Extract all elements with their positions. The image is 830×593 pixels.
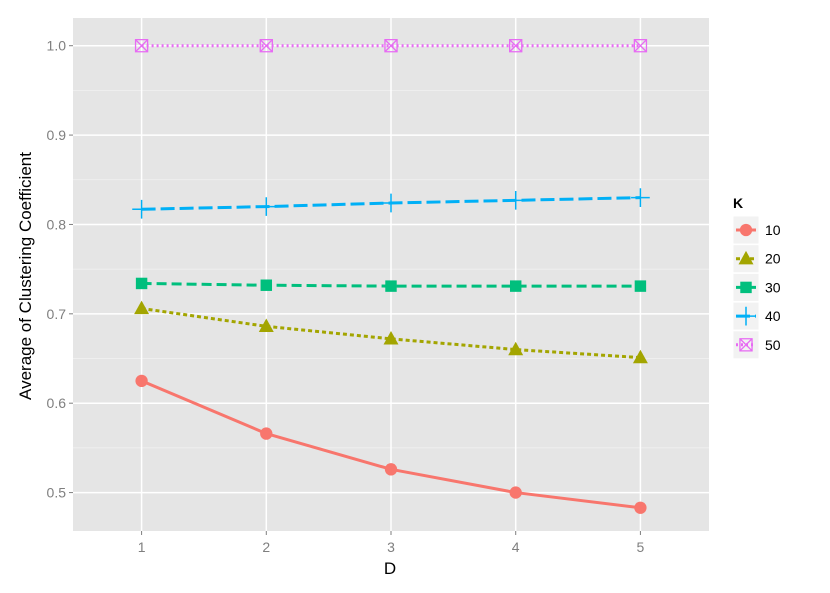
data-point-k40 [132,199,151,219]
data-point-k50 [633,39,648,53]
data-point-k30 [634,280,647,292]
data-point-k10 [509,486,522,499]
axes: 0.5 0.6 0.7 0.8 0.9 1.0 1 2 3 4 5 [47,38,645,555]
legend-key-marker [736,306,756,326]
legend-label-k10: 10 [765,222,781,238]
data-point-k40 [256,197,276,216]
data-point-k40 [381,193,401,213]
x-tick-label: 5 [637,539,645,555]
data-point-k40 [506,190,526,210]
data-point-k20 [508,341,524,356]
series-k10 [135,374,647,514]
y-tick-label: 0.9 [47,127,67,143]
legend-label-k20: 20 [765,251,781,267]
data-point-k30 [509,280,522,292]
legend-key-marker [738,250,754,265]
data-point-k50 [384,39,398,53]
x-tick-label: 3 [387,539,395,555]
data-point-k30 [385,280,397,292]
series-k50 [134,39,648,53]
x-axis-title: D [384,559,396,578]
legend-item-k20: 20 [732,244,781,274]
y-tick-label: 1.0 [47,38,67,54]
data-point-k40 [631,188,650,207]
legend-item-k50: 50 [732,330,781,360]
data-point-k50 [259,39,273,53]
data-point-k10 [634,501,647,514]
plot-panel [73,18,709,531]
data-point-k30 [135,277,148,290]
series-k40 [132,188,650,219]
legend-key-marker [739,338,753,352]
y-tick-label: 0.7 [47,306,67,322]
legend-item-k40: 40 [732,301,781,331]
x-tick-label: 4 [512,539,520,555]
data-point-k50 [509,39,523,53]
y-tick-label: 0.5 [47,485,67,501]
data-point-k10 [384,463,398,476]
legend-label-k40: 40 [765,308,781,324]
legend-label-k50: 50 [765,337,781,353]
legend-item-k30: 30 [732,272,781,302]
legend-title: K [733,195,743,211]
y-tick-label: 0.8 [47,216,67,232]
data-point-k10 [260,427,273,440]
series-k20 [134,300,648,364]
legend-key-marker [739,223,753,237]
plot-marks [132,39,650,514]
data-point-k20 [134,300,150,315]
legend-key-marker [740,281,752,294]
data-point-k50 [134,39,149,53]
data-point-k20 [632,349,648,364]
data-point-k30 [260,279,273,291]
legend: K 10 20 30 40 50 [732,195,781,360]
legend-item-k10: 10 [732,215,781,245]
y-tick-label: 0.6 [47,395,67,411]
x-tick-label: 2 [262,539,270,555]
legend-label-k30: 30 [765,279,781,295]
y-axis-title: Average of Clustering Coefficient [16,152,35,400]
x-tick-label: 1 [138,539,146,555]
series-k30 [135,277,647,292]
data-point-k20 [383,331,399,345]
data-point-k20 [258,318,274,333]
data-point-k10 [135,374,148,388]
